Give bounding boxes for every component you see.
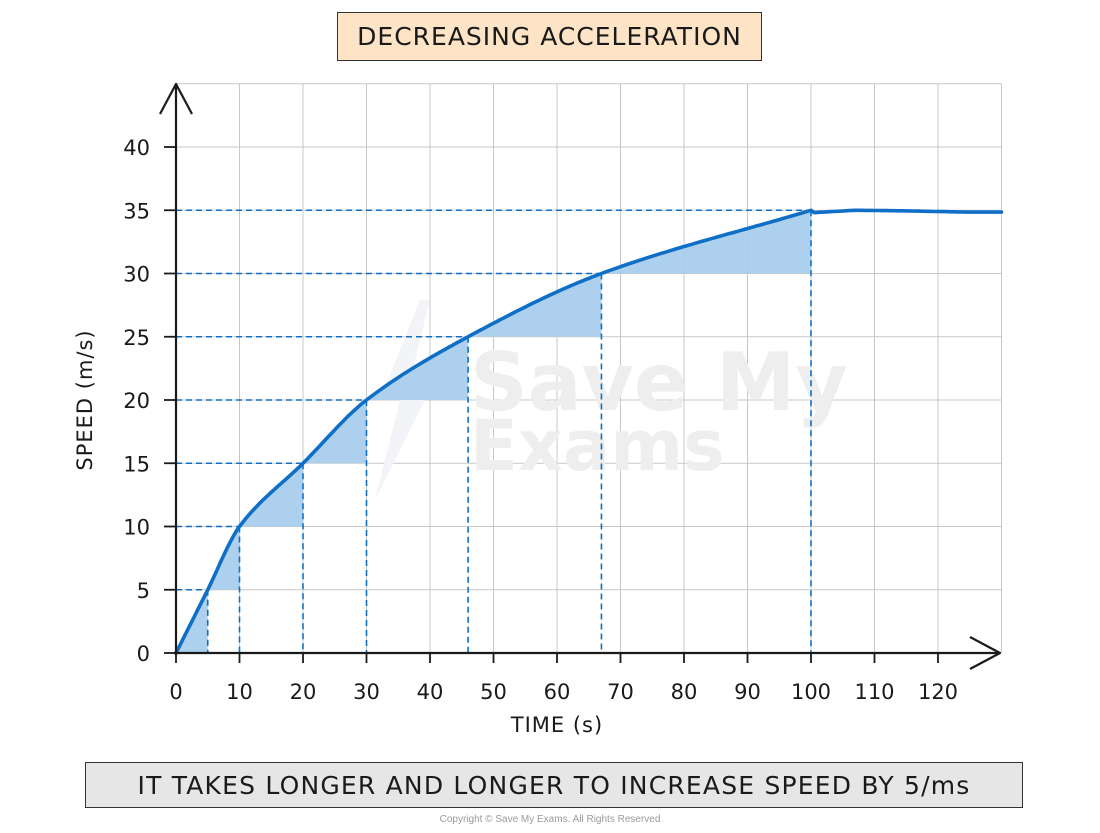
watermark-line2: Exams	[470, 405, 725, 487]
x-axis-arrow-icon	[969, 636, 1002, 670]
y-tick-label: 20	[123, 389, 150, 413]
y-tick-labels: 0 5 10 15 20 25 30 35 40	[123, 136, 150, 666]
y-tick-label: 10	[123, 516, 150, 540]
x-axis-label: TIME (s)	[510, 713, 603, 737]
series	[174, 208, 1004, 655]
y-tick-label: 35	[123, 199, 150, 223]
x-tick-label: 80	[671, 680, 698, 704]
y-tick-label: 40	[123, 136, 150, 160]
y-tick-label: 30	[123, 263, 150, 287]
x-tick-label: 110	[854, 680, 894, 704]
x-tick-label: 100	[791, 680, 831, 704]
series-line	[174, 208, 1004, 655]
x-tick-label: 60	[544, 680, 571, 704]
speed-time-chart: Save My Exams 0 10 20 30 40 50 60 70 80 90 100 110 1…	[73, 82, 1004, 737]
y-axis-arrow-icon	[159, 82, 193, 115]
x-tick-label: 50	[480, 680, 507, 704]
y-tick-label: 25	[123, 326, 150, 350]
x-tick-label: 120	[918, 680, 958, 704]
watermark-line1: Save My	[470, 336, 848, 429]
chart-title: DECREASING ACCELERATION	[337, 12, 762, 61]
axes	[159, 82, 1002, 670]
y-axis-label: SPEED (m/s)	[73, 329, 97, 470]
x-tick-label: 70	[607, 680, 634, 704]
x-tick-label: 40	[417, 680, 444, 704]
y-tick-label: 15	[123, 452, 150, 476]
copyright-text: Copyright © Save My Exams. All Rights Re…	[439, 814, 661, 825]
x-tick-label: 10	[226, 680, 253, 704]
x-tick-label: 0	[169, 680, 182, 704]
dashed-markers	[176, 209, 812, 653]
grid	[176, 83, 1002, 653]
x-tick-label: 20	[290, 680, 317, 704]
footer-caption: IT TAKES LONGER AND LONGER TO INCREASE S…	[85, 762, 1023, 808]
x-tick-labels: 0 10 20 30 40 50 60 70 80 90 100 110 120	[169, 680, 958, 704]
x-tick-label: 90	[734, 680, 761, 704]
y-tick-label: 0	[137, 642, 150, 666]
x-tick-label: 30	[353, 680, 380, 704]
y-tick-label: 5	[137, 579, 150, 603]
